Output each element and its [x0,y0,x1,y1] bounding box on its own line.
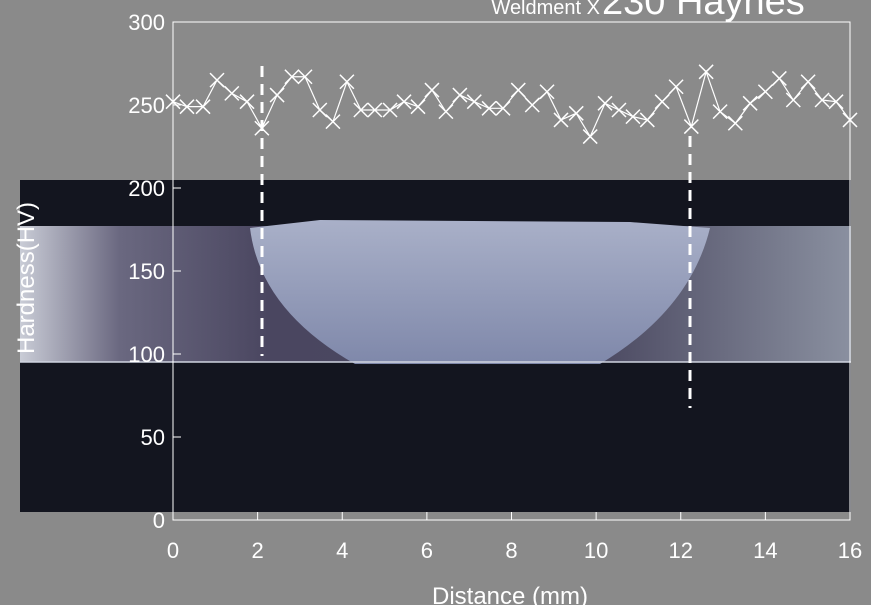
y-tick-label: 100 [128,342,165,367]
data-marker [411,100,425,114]
data-marker [210,73,224,87]
data-marker [425,83,439,97]
y-axis-label: Hardness(HV) [13,202,40,354]
data-marker [640,113,654,127]
x-tick-label: 6 [421,538,433,563]
data-marker [612,103,626,117]
data-marker [583,130,597,144]
data-marker [467,95,481,109]
data-marker [511,83,525,97]
data-marker [713,105,727,119]
data-marker [669,80,683,94]
x-tick-label: 4 [336,538,348,563]
x-tick-label: 10 [584,538,608,563]
x-tick-label: 14 [753,538,777,563]
data-marker [313,103,327,117]
data-marker [728,116,742,130]
data-marker [326,115,340,129]
chart-title: 230 Haynes [602,0,805,23]
data-marker [225,86,239,100]
chart: Weldment X 230 Haynes Distance (mm) Hard… [0,0,871,605]
x-tick-label: 12 [669,538,693,563]
data-marker [743,96,757,110]
y-tick-label: 150 [128,259,165,284]
y-tick-label: 300 [128,10,165,35]
data-marker [786,93,800,107]
x-tick-label: 2 [252,538,264,563]
data-marker [439,105,453,119]
data-marker [598,96,612,110]
data-marker [684,120,698,134]
data-marker [270,88,284,102]
y-tick-label: 50 [141,425,165,450]
data-marker [397,95,411,109]
y-tick-label: 0 [153,508,165,533]
data-marker [626,110,640,124]
y-tick-label: 250 [128,93,165,118]
data-marker [699,65,713,79]
x-tick-label: 16 [838,538,862,563]
data-marker [772,71,786,85]
data-marker [453,88,467,102]
data-marker [240,95,254,109]
x-tick-label: 0 [167,538,179,563]
data-marker [758,85,772,99]
x-tick-label: 8 [505,538,517,563]
data-marker [655,95,669,109]
data-marker [554,113,568,127]
data-marker [340,75,354,89]
data-marker [801,75,815,89]
data-marker [525,98,539,112]
chart-subtitle: Weldment X [491,0,600,19]
x-axis-label: Distance (mm) [432,583,588,605]
data-marker [569,106,583,120]
data-marker [540,85,554,99]
y-tick-label: 200 [128,176,165,201]
